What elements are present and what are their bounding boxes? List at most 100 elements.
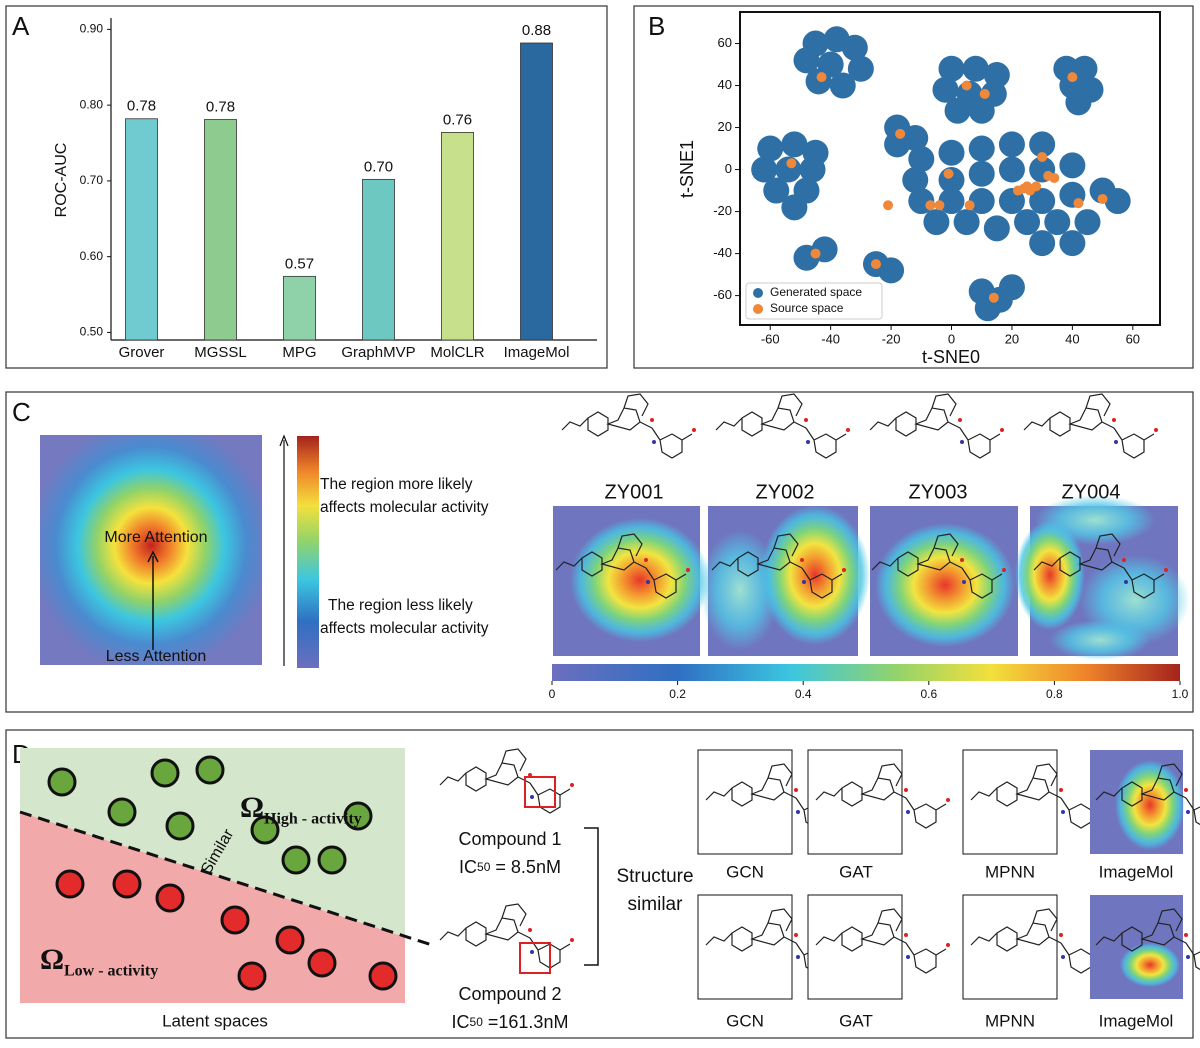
x-tick-label: 0 (948, 331, 955, 346)
x-tick-label: ImageMol (504, 344, 570, 361)
point (816, 72, 827, 83)
point (1065, 89, 1092, 116)
panel-frame (5, 391, 1194, 713)
point (870, 259, 881, 270)
point (895, 128, 906, 139)
point (968, 135, 995, 162)
point (1059, 152, 1086, 179)
panel-frame (633, 5, 1194, 369)
method-panels (697, 749, 1200, 1000)
point (786, 158, 797, 169)
y-axis-label: ROC-AUC (53, 143, 70, 218)
method-label: GCN (726, 1011, 764, 1030)
x-tick-label: Grover (119, 344, 165, 361)
x-tick-label: 60 (1126, 331, 1140, 346)
y-axis-label: t-SNE1 (677, 140, 697, 198)
point (1029, 188, 1056, 215)
point (1059, 230, 1086, 257)
point (884, 131, 911, 158)
panel-letter: A (12, 11, 30, 41)
label: More Attention (104, 529, 207, 546)
omega-sub: Low - activity (64, 963, 158, 980)
description: The region less likely (328, 597, 473, 614)
point (1067, 72, 1078, 83)
value-label: 0.88 (522, 22, 551, 39)
point (757, 135, 784, 162)
point (944, 97, 971, 124)
point (751, 156, 778, 183)
point (1097, 193, 1108, 204)
x-tick-label: -40 (821, 331, 840, 346)
legend-box (745, 282, 883, 320)
point (961, 80, 972, 91)
y-tick-label: 20 (718, 119, 732, 134)
omega: Ω (40, 943, 64, 976)
method-label: GAT (839, 862, 873, 881)
ic50: IC50 =161.3nM (452, 1012, 569, 1032)
legend-swatch (753, 288, 763, 298)
panel-letter: C (12, 397, 31, 427)
point (934, 200, 945, 211)
value-label: 0.76 (443, 111, 472, 128)
ic: IC (459, 857, 477, 877)
value-label: 0.57 (285, 255, 314, 272)
point (829, 72, 856, 99)
point (968, 188, 995, 215)
point (964, 200, 975, 211)
x-tick-label: MolCLR (430, 344, 484, 361)
y-tick-label: 0.50 (80, 325, 104, 339)
y-tick-label: 0.60 (80, 249, 104, 263)
x-tick-label: MGSSL (194, 344, 247, 361)
colorbar-tick-label: 0.2 (669, 687, 686, 701)
molecule (439, 903, 575, 969)
point (799, 156, 826, 183)
structure-label: Structure (616, 866, 693, 887)
bar (441, 132, 474, 341)
latent-points (47, 755, 398, 991)
point (998, 274, 1025, 301)
compound-label: ZY003 (909, 481, 968, 503)
point (1029, 230, 1056, 257)
point (938, 188, 965, 215)
method-label: GCN (726, 862, 764, 881)
ic-value: = 8.5nM (490, 857, 561, 877)
heatmap (870, 506, 1018, 656)
point (902, 167, 929, 194)
x-tick-label: MPG (282, 344, 316, 361)
colorbar-tick-label: 0.4 (795, 687, 812, 701)
value-label: 0.70 (364, 158, 393, 175)
point (1073, 198, 1084, 209)
point (847, 55, 874, 82)
point (988, 292, 999, 303)
point (878, 257, 905, 284)
point (793, 47, 820, 74)
y-tick-label: 40 (718, 77, 732, 92)
panel-letter: B (648, 11, 665, 41)
point (781, 131, 808, 158)
description: affects molecular activity (320, 620, 489, 637)
colorbar-tick-label: 0 (549, 687, 556, 701)
plot-frame (739, 11, 1161, 326)
molecule (561, 393, 697, 459)
label: Less Attention (106, 648, 207, 665)
bar (283, 275, 316, 341)
colorbar (297, 436, 319, 668)
point (1012, 185, 1023, 196)
legend-swatch (753, 304, 763, 314)
omega-sub: High - activity (264, 811, 362, 828)
method-label: ImageMol (1099, 862, 1174, 881)
point (841, 34, 868, 61)
bar (204, 119, 237, 341)
legend-label: Generated space (770, 285, 862, 299)
heatmap (553, 506, 710, 656)
method-label: ImageMol (1099, 1011, 1174, 1030)
bar (520, 42, 553, 341)
colorbar-tick-label: 0.8 (1046, 687, 1063, 701)
ic-sub: 50 (470, 1015, 484, 1029)
colorbar-tick-label: 0.6 (920, 687, 937, 701)
point (938, 139, 965, 166)
high-region (20, 748, 405, 937)
point (763, 177, 790, 204)
method-label: MPNN (985, 1011, 1035, 1030)
point (781, 194, 808, 221)
